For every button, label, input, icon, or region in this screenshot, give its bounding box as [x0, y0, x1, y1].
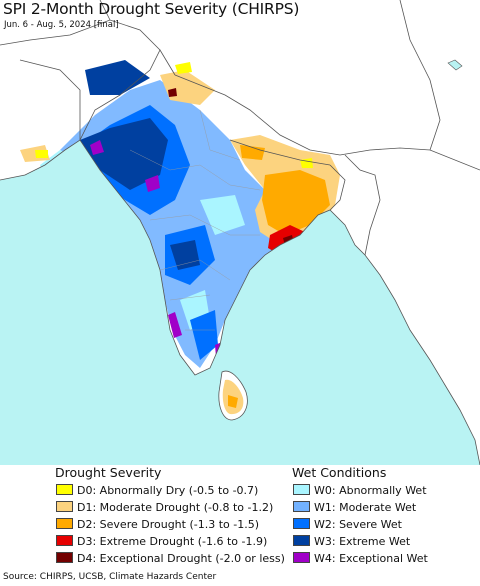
wet-swatch-w0 — [293, 484, 310, 495]
wet-legend-item-w3: W3: Extreme Wet — [293, 535, 410, 548]
wet-legend-label: W3: Extreme Wet — [314, 535, 411, 548]
map-subtitle: Jun. 6 - Aug. 5, 2024 [final] — [4, 20, 119, 30]
wet-w4-spots — [90, 140, 224, 357]
drought-legend-label: D4: Exceptional Drought (-2.0 or less) — [77, 552, 285, 565]
wet-legend-label: W0: Abnormally Wet — [314, 484, 427, 497]
wet-w3-region — [80, 60, 200, 270]
drought-swatch-d3 — [56, 535, 73, 546]
wet-legend-title: Wet Conditions — [292, 465, 387, 480]
map-title: SPI 2-Month Drought Severity (CHIRPS) — [3, 0, 300, 18]
drought-legend-item-d0: D0: Abnormally Dry (-0.5 to -0.7) — [56, 484, 258, 497]
drought-legend-label: D1: Moderate Drought (-0.8 to -1.2) — [77, 501, 274, 514]
drought-legend-label: D3: Extreme Drought (-1.6 to -1.9) — [77, 535, 268, 548]
wet-legend-item-w1: W1: Moderate Wet — [293, 501, 416, 514]
state-borders — [129, 109, 261, 331]
wet-legend-label: W1: Moderate Wet — [314, 501, 417, 514]
drought-swatch-d4 — [56, 552, 73, 563]
drought-swatch-d0 — [56, 484, 73, 495]
drought-legend-item-d3: D3: Extreme Drought (-1.6 to -1.9) — [56, 535, 267, 548]
wet-swatch-w4 — [293, 552, 310, 563]
drought-legend-title: Drought Severity — [55, 465, 162, 480]
drought-legend-label: D2: Severe Drought (-1.3 to -1.5) — [77, 518, 260, 531]
wet-swatch-w3 — [293, 535, 310, 546]
drought-map — [0, 0, 480, 465]
lake-shape — [447, 59, 463, 71]
drought-legend-item-d4: D4: Exceptional Drought (-2.0 or less) — [56, 552, 285, 565]
drought-legend-item-d2: D2: Severe Drought (-1.3 to -1.5) — [56, 518, 259, 531]
wet-legend-item-w0: W0: Abnormally Wet — [293, 484, 427, 497]
wet-legend-label: W2: Severe Wet — [314, 518, 402, 531]
wet-swatch-w2 — [293, 518, 310, 529]
source-credit: Source: CHIRPS, UCSB, Climate Hazards Ce… — [3, 572, 217, 582]
drought-legend-label: D0: Abnormally Dry (-0.5 to -0.7) — [77, 484, 259, 497]
sri-lanka-d2 — [228, 395, 238, 408]
wet-swatch-w1 — [293, 501, 310, 512]
wet-legend-label: W4: Exceptional Wet — [314, 552, 428, 565]
wet-legend-item-w2: W2: Severe Wet — [293, 518, 402, 531]
wet-legend-item-w4: W4: Exceptional Wet — [293, 552, 428, 565]
drought-swatch-d2 — [56, 518, 73, 529]
map-borders — [0, 0, 480, 465]
drought-d0-d1-region — [20, 70, 340, 245]
drought-swatch-d1 — [56, 501, 73, 512]
drought-legend-item-d1: D1: Moderate Drought (-0.8 to -1.2) — [56, 501, 273, 514]
drought-d2-region — [240, 145, 330, 235]
